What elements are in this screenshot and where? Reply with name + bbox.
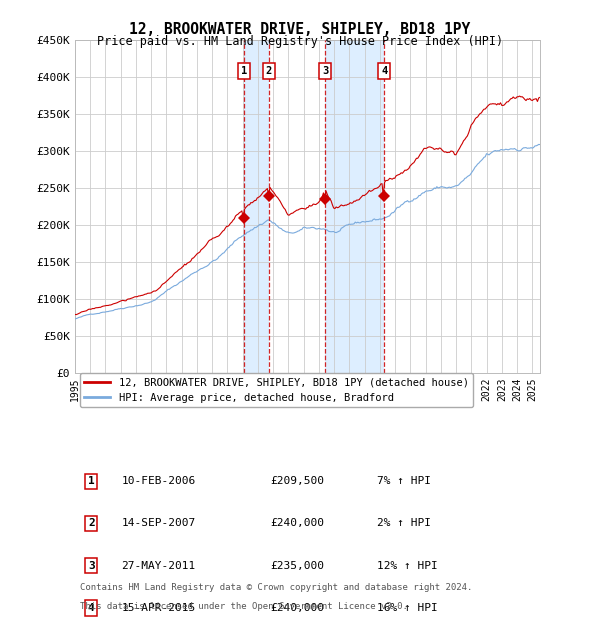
- Text: 10-FEB-2006: 10-FEB-2006: [121, 476, 196, 486]
- Text: 1: 1: [241, 66, 248, 76]
- Text: £240,000: £240,000: [270, 603, 324, 613]
- Text: Price paid vs. HM Land Registry's House Price Index (HPI): Price paid vs. HM Land Registry's House …: [97, 35, 503, 48]
- Text: 7% ↑ HPI: 7% ↑ HPI: [377, 476, 431, 486]
- Text: 4: 4: [381, 66, 388, 76]
- Bar: [244, 40, 269, 373]
- Text: £209,500: £209,500: [270, 476, 324, 486]
- Text: This data is licensed under the Open Government Licence v3.0.: This data is licensed under the Open Gov…: [80, 603, 407, 611]
- Text: 2: 2: [88, 518, 95, 528]
- Text: 14-SEP-2007: 14-SEP-2007: [121, 518, 196, 528]
- Text: 1: 1: [88, 476, 95, 486]
- Text: 3: 3: [88, 560, 95, 570]
- Text: £240,000: £240,000: [270, 518, 324, 528]
- Text: 15-APR-2015: 15-APR-2015: [121, 603, 196, 613]
- Text: 16% ↑ HPI: 16% ↑ HPI: [377, 603, 438, 613]
- Text: 12% ↑ HPI: 12% ↑ HPI: [377, 560, 438, 570]
- Text: 12, BROOKWATER DRIVE, SHIPLEY, BD18 1PY: 12, BROOKWATER DRIVE, SHIPLEY, BD18 1PY: [130, 22, 470, 37]
- Text: 2% ↑ HPI: 2% ↑ HPI: [377, 518, 431, 528]
- Text: £235,000: £235,000: [270, 560, 324, 570]
- Text: 4: 4: [88, 603, 95, 613]
- Bar: [325, 40, 385, 373]
- Text: 3: 3: [322, 66, 328, 76]
- Text: Contains HM Land Registry data © Crown copyright and database right 2024.: Contains HM Land Registry data © Crown c…: [80, 583, 472, 592]
- Legend: 12, BROOKWATER DRIVE, SHIPLEY, BD18 1PY (detached house), HPI: Average price, de: 12, BROOKWATER DRIVE, SHIPLEY, BD18 1PY …: [80, 373, 473, 407]
- Text: 2: 2: [266, 66, 272, 76]
- Text: 27-MAY-2011: 27-MAY-2011: [121, 560, 196, 570]
